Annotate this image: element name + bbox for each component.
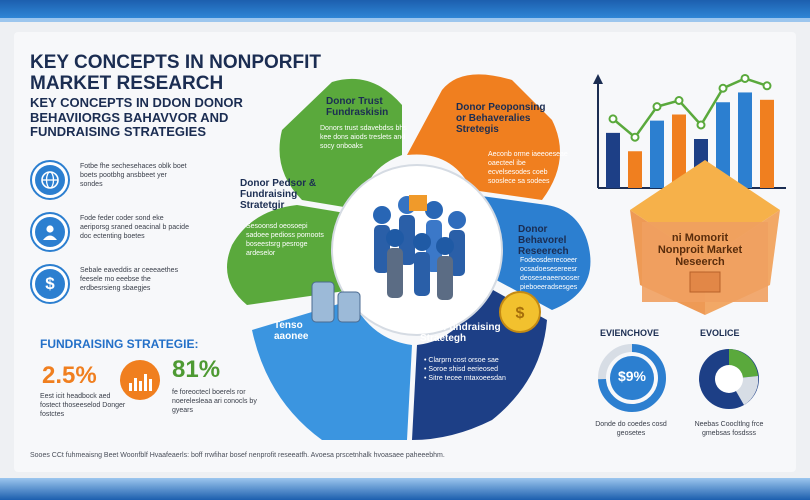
trend-point: [630, 132, 640, 142]
segment-title-research: Donor Behavorel Reseerech: [518, 224, 569, 257]
trend-point: [696, 120, 706, 130]
donut-chart-1: [598, 344, 666, 412]
donut-chart-2: [699, 349, 759, 409]
chart-bar: [738, 92, 752, 188]
concept-text-person: Fode feder coder sond eke aeriporsg sran…: [80, 215, 189, 240]
wheel-segment-trust: [279, 78, 402, 210]
trend-point: [718, 83, 728, 93]
concept-text-dollar: Sebale eaveddis ar ceeeaethes feesele mo…: [80, 267, 179, 292]
growth-bar-chart: [593, 73, 786, 189]
trend-point: [608, 114, 618, 124]
page-subtitle: KEY CONCEPTS IN DDON DONOR BEHAVIIORGS B…: [30, 95, 243, 139]
concept-text-globe: Fotbe fhe sechesehaces oblk boet boets p…: [80, 163, 187, 188]
mini-text-2: Neebas Coocltlng frce gmebsas fosdsss: [694, 421, 764, 437]
coin-icon: [499, 291, 541, 333]
chart-bar: [628, 151, 642, 188]
segment-title-strategy: Donor Pedsor & Fundraising Stratetgir: [240, 178, 317, 211]
top-band: [0, 0, 810, 18]
chart-bar: [760, 99, 774, 188]
bottom-band: [0, 478, 810, 500]
concept-wheel: $: [227, 74, 591, 440]
bar-chart-icon: [120, 360, 160, 400]
donut-value-1: $9%: [617, 368, 647, 384]
wheel-hub: [331, 164, 503, 336]
segment-title-tenso: Tenso aaonee: [274, 320, 309, 342]
donor-group-icon: [373, 195, 466, 300]
research-house-icon: [630, 160, 780, 315]
person-icon: [30, 212, 70, 252]
source-footnote: Sooes CCt fuhmeaisng Beet Woonfblf Hvaaf…: [30, 452, 445, 459]
list-item: • Soroe shisd eerieosed: [424, 366, 499, 373]
trend-point: [762, 81, 772, 91]
mini-heading-2: EVOLICE: [700, 328, 740, 338]
chart-bar: [606, 132, 620, 188]
segment-title-trust: Donor Trust Fundraskisin: [326, 96, 389, 118]
segment-title-response: Donor Peoponsing or Behaveralies Streteg…: [456, 102, 546, 135]
stat-value-2: 81%: [172, 356, 221, 383]
segment-text-strategy: Sesoonsd oeosoepi sadoee pedioss pomoots…: [246, 223, 324, 257]
wheel-segment-response: [407, 74, 560, 200]
stat-value-1: 2.5%: [42, 362, 97, 389]
concept-row-dollar: $ Sebale eaveddis ar ceeeaethes feesele …: [30, 264, 190, 304]
stat-text-1: Eest icit headbock aed fostect thoseesel…: [40, 393, 126, 418]
wheel-segment-research: [474, 195, 591, 310]
wheel-segment-tenso: [252, 300, 412, 440]
chart-bar: [650, 120, 664, 188]
segment-title-new-strategy: New Fundraising Straetegh: [420, 322, 501, 344]
concept-row-globe: Fotbe fhe sechesehaces oblk boet boets p…: [30, 160, 190, 200]
fundraising-heading: FUNDRAISING STRATEGIE:: [40, 337, 199, 351]
concept-row-person: Fode feder coder sond eke aeriporsg sran…: [30, 212, 190, 252]
globe-icon: [30, 160, 70, 200]
stat-text-2: fe foreoctecl boerels ror noerelesleaa a…: [172, 389, 257, 414]
chart-bar: [716, 102, 730, 188]
list-item: • Sitre tecee mtaxoeesdan: [424, 375, 506, 382]
trend-point: [652, 102, 662, 112]
list-item: • Clarprn cost orsoe sae: [424, 357, 499, 364]
segment-text-research: Fodeosderrecoeer ocsadoesesereesr deoses…: [520, 257, 580, 291]
chart-bar: [672, 114, 686, 188]
page-title: KEY CONCEPTS IN NONPORFIT MARKET RESEARC…: [30, 52, 322, 94]
segment-text-trust: Donors trust sdavebdss bhs kee dons aiod…: [320, 125, 407, 150]
mini-heading-1: EVIENCHOVE: [600, 328, 660, 338]
coin-stack-icon: [311, 281, 361, 323]
mini-text-1: Donde do coedes cosd geosetes: [595, 421, 667, 437]
wheel-segment-strategy: [227, 205, 357, 305]
svg-text:$: $: [516, 305, 525, 322]
segment-text-response: Aeconb orme iaeeoeseae oaecteel ibe ecve…: [488, 151, 568, 185]
trend-point: [674, 96, 684, 105]
segment-list-new-strategy: • Clarprn cost orsoe sae • Soroe shisd e…: [424, 356, 514, 383]
house-label: ni Momorit Nonproit Market Neseerch: [657, 232, 743, 268]
dollar-icon: $: [30, 264, 70, 304]
top-band-accent: [0, 18, 810, 22]
trend-point: [740, 73, 750, 83]
